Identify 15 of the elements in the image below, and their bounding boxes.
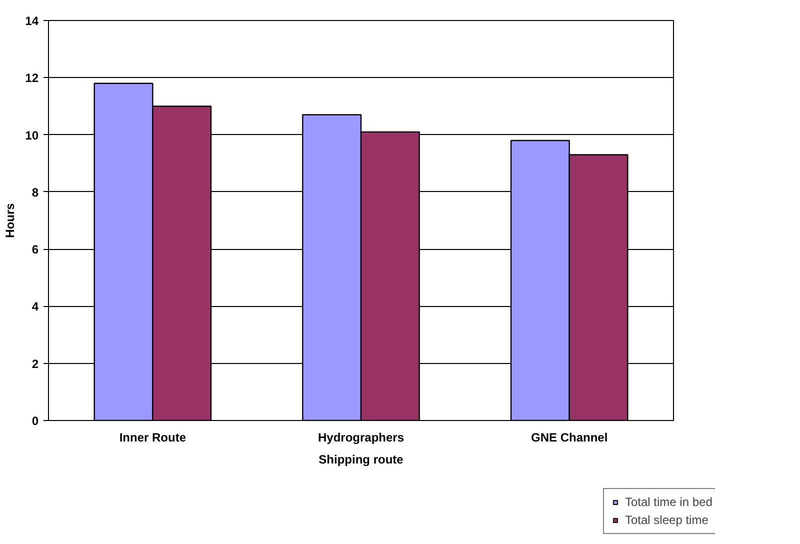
legend-label: Total sleep time — [625, 513, 708, 527]
y-tick-label: 4 — [32, 300, 39, 314]
x-tick-label: Inner Route — [119, 430, 186, 444]
y-tick-label: 2 — [32, 356, 39, 371]
x-tick-label: GNE Channel — [530, 430, 608, 444]
y-tick-label: 8 — [32, 185, 39, 200]
y-tick-label: 10 — [25, 128, 39, 142]
y-tick-label: 6 — [32, 242, 39, 257]
legend-label: Total time in bed — [625, 495, 712, 509]
y-tick-label: 14 — [25, 14, 39, 28]
y-tick-label: 0 — [32, 414, 39, 428]
y-tick-label: 12 — [25, 71, 39, 86]
x-axis-title: Shipping route — [318, 452, 404, 466]
y-axis-title: Hours — [3, 202, 18, 238]
x-tick-label: Hydrographers — [318, 430, 404, 444]
